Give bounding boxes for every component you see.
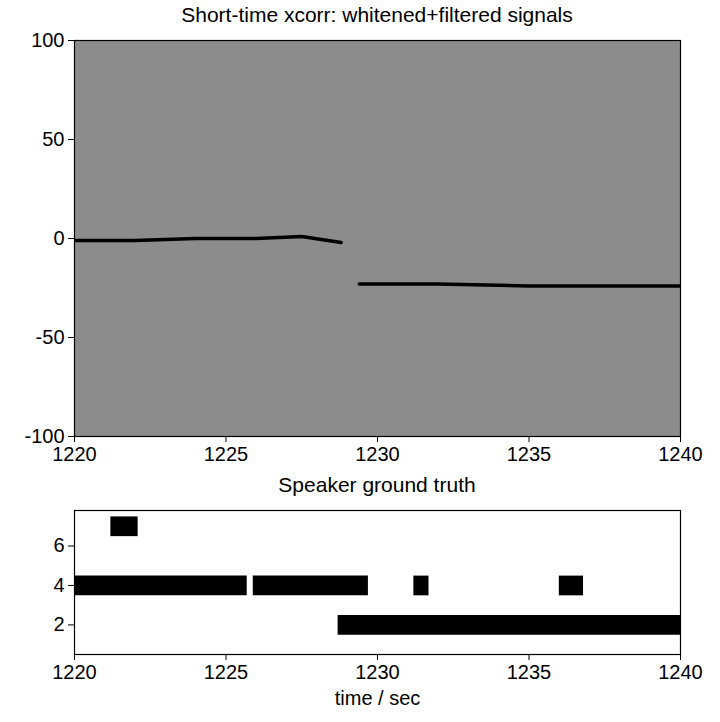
- svg-text:1235: 1235: [507, 443, 552, 465]
- svg-text:0: 0: [53, 227, 64, 249]
- svg-text:1230: 1230: [355, 443, 400, 465]
- svg-text:6: 6: [53, 534, 64, 556]
- svg-text:1230: 1230: [355, 661, 400, 683]
- svg-text:-50: -50: [36, 326, 65, 348]
- svg-text:1220: 1220: [52, 661, 97, 683]
- svg-text:-100: -100: [24, 424, 65, 447]
- svg-text:100: 100: [31, 30, 64, 51]
- svg-text:4: 4: [53, 574, 64, 596]
- svg-text:1240: 1240: [658, 661, 703, 683]
- svg-text:1225: 1225: [204, 661, 249, 683]
- svg-text:1235: 1235: [507, 661, 552, 683]
- svg-text:1225: 1225: [204, 443, 249, 465]
- html-text:Speaker ground truth: Speaker ground truth: [278, 473, 476, 496]
- html-text:Short-time xcorr: whitened+fil: Short-time xcorr: whitened+filtered sign…: [181, 3, 573, 26]
- svg-text:50: 50: [42, 128, 64, 150]
- svg-text:1220: 1220: [52, 443, 97, 465]
- svg-text:2: 2: [53, 613, 64, 635]
- svg-text:1240: 1240: [658, 443, 703, 465]
- svg-text:time / sec: time / sec: [335, 687, 421, 709]
